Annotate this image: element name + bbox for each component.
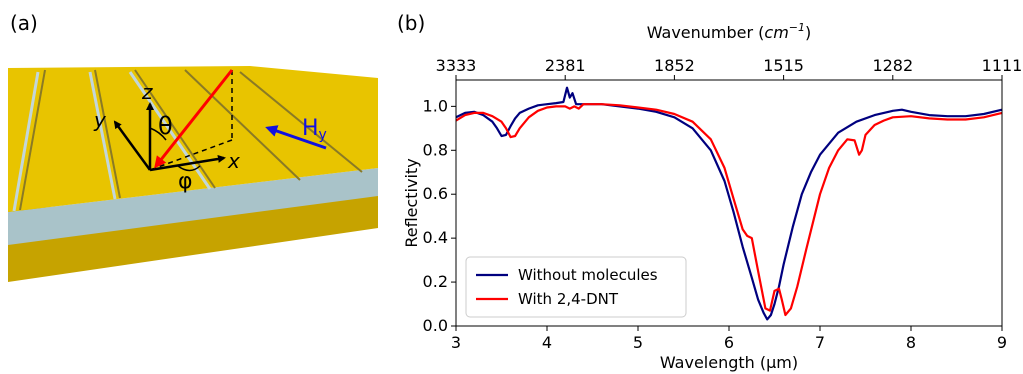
y-axis-title: Reflectivity: [402, 158, 421, 247]
theta-symbol: θ: [158, 112, 173, 140]
x-axis-title: Wavelength (μm): [660, 353, 798, 372]
legend-label-2: With 2,4-DNT: [518, 290, 619, 308]
panel-a-label: (a): [10, 11, 38, 35]
x-tick-label: 4: [542, 333, 552, 352]
magnetic-field-arrow: [265, 125, 327, 150]
x-tick-label: 5: [633, 333, 643, 352]
top-tick-label: 1111: [982, 56, 1023, 75]
top-tick-label: 1282: [872, 56, 913, 75]
groove-highlights: [12, 71, 212, 212]
x-tick-label: 3: [451, 333, 461, 352]
y-axis-label: y: [93, 108, 107, 132]
y-tick-label: 1.0: [423, 96, 448, 115]
top-axis-title: Wavenumber (cm−1): [647, 21, 812, 42]
panel-b: (b) 3 4 5 6 7 8 9 0.0 0.2 0.4 0.6 0.8 1.0 3333 2381 185…: [397, 11, 1022, 372]
series-line-2: [455, 103, 1003, 317]
y-tick-label: 0.2: [423, 272, 448, 291]
x-axis-label: x: [227, 149, 240, 173]
top-tick-label: 1515: [763, 56, 804, 75]
z-axis-label: z: [141, 80, 153, 104]
top-tick-label: 2381: [545, 56, 586, 75]
grating-grooves: [19, 69, 363, 211]
phi-symbol: φ: [178, 169, 193, 194]
legend-label-1: Without molecules: [518, 266, 658, 284]
field-label: Hy: [302, 116, 327, 143]
phi-arc: [177, 165, 201, 172]
panel-a: (a): [8, 11, 378, 282]
y-tick-label: 0.6: [423, 184, 448, 203]
incident-wave-arrow: [154, 69, 234, 169]
y-tick-label: 0.4: [423, 228, 448, 247]
x-tick-label: 8: [906, 333, 916, 352]
series-line-1: [455, 86, 1003, 321]
reflectivity-chart: 3 4 5 6 7 8 9 0.0 0.2 0.4 0.6 0.8 1.0 3333 2381 1852 151…: [402, 21, 1022, 372]
theta-arc: [149, 127, 167, 141]
y-tick-label: 0.0: [423, 316, 448, 335]
panel-b-label: (b): [397, 11, 425, 35]
grating-illustration: z y x θ φ Hy: [8, 66, 378, 282]
y-tick-label: 0.8: [423, 140, 448, 159]
top-tick-label: 1852: [654, 56, 695, 75]
legend-box: [465, 256, 687, 318]
x-tick-label: 9: [997, 333, 1007, 352]
x-tick-label: 7: [815, 333, 825, 352]
x-tick-label: 6: [724, 333, 734, 352]
y-axis-arrow: [113, 120, 152, 171]
top-tick-label: 3333: [436, 56, 477, 75]
substrate-layer: [8, 168, 378, 245]
